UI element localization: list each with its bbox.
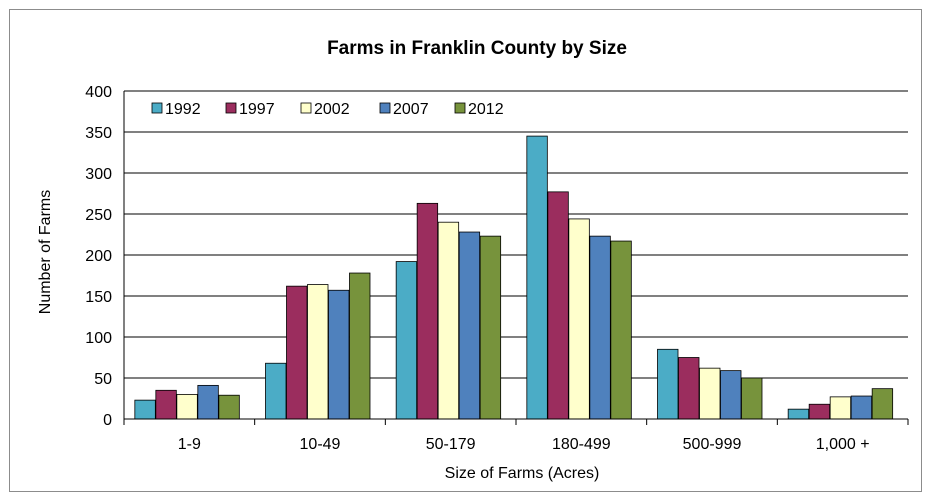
bar-50-179-1997 — [416, 202, 439, 420]
bar-1,000 +-2007 — [850, 395, 873, 420]
bar-1,000 +-1997 — [808, 403, 831, 420]
chart-frame: Farms in Franklin County by Size Number … — [9, 9, 922, 492]
bar-1,000 +-1992 — [787, 408, 810, 420]
x-tick-labels: 1-9 10-49 50-179 180-499 500-999 1,000 + — [178, 436, 870, 453]
bar-500-999-2002 — [699, 367, 721, 420]
bar-500-999-1992 — [657, 348, 679, 420]
bar-180-499-2012 — [610, 240, 632, 420]
y-tick-label: 150 — [85, 289, 112, 306]
legend-label-2002: 2002 — [314, 101, 350, 118]
gridlines — [124, 90, 908, 379]
legend-swatch-1997 — [225, 102, 237, 114]
bar-50-179-2007 — [458, 231, 481, 420]
bar-500-999-2007 — [720, 370, 742, 420]
bar-10-49-2002 — [307, 284, 329, 420]
axes — [123, 91, 909, 425]
bar-500-999-1997 — [678, 357, 700, 420]
legend-label-1997: 1997 — [239, 101, 275, 118]
x-tick-label: 10-49 — [300, 436, 341, 453]
bar-50-179-1992 — [395, 261, 418, 420]
legend-swatch-2007 — [379, 102, 391, 114]
x-tick-label: 500-999 — [683, 436, 742, 453]
y-axis-label: Number of Farms — [37, 190, 54, 314]
bar-1-9-1992 — [134, 399, 156, 420]
bar-1,000 +-2002 — [829, 396, 852, 420]
bar-1-9-1997 — [155, 389, 177, 420]
y-tick-label: 200 — [85, 248, 112, 265]
bar-10-49-1992 — [265, 362, 287, 420]
bar-180-499-2002 — [568, 218, 590, 420]
y-tick-labels: 0 50 100 150 200 250 300 350 400 — [85, 84, 112, 429]
bar-1-9-2007 — [197, 384, 219, 420]
y-tick-label: 250 — [85, 207, 112, 224]
legend-swatch-2012 — [454, 102, 466, 114]
y-tick-label: 50 — [94, 371, 112, 388]
y-tick-label: 400 — [85, 84, 112, 101]
bar-1-9-2012 — [218, 394, 240, 420]
legend-label-2007: 2007 — [393, 101, 429, 118]
x-axis-label: Size of Farms (Acres) — [445, 465, 600, 482]
bar-180-499-2007 — [589, 235, 611, 420]
legend-label-2012: 2012 — [468, 101, 504, 118]
bar-180-499-1992 — [526, 135, 548, 420]
legend-label-1992: 1992 — [165, 101, 201, 118]
bars — [134, 135, 894, 420]
chart-title: Farms in Franklin County by Size — [327, 38, 627, 59]
bar-500-999-2012 — [741, 377, 763, 420]
bar-10-49-1997 — [286, 285, 308, 420]
bar-180-499-1997 — [547, 191, 569, 420]
y-tick-label: 100 — [85, 330, 112, 347]
bar-1,000 +-2012 — [871, 388, 894, 420]
x-tick-label: 1,000 + — [816, 436, 870, 453]
y-tick-label: 0 — [103, 412, 112, 429]
legend-swatch-2002 — [300, 102, 312, 114]
bar-chart: Farms in Franklin County by Size Number … — [37, 38, 909, 482]
bar-50-179-2012 — [479, 235, 502, 420]
bar-1-9-2002 — [176, 393, 198, 420]
y-tick-label: 350 — [85, 125, 112, 142]
legend: 1992 1997 2002 2007 2012 — [151, 101, 504, 118]
bar-10-49-2012 — [349, 272, 371, 420]
bar-50-179-2002 — [437, 221, 460, 420]
x-tick-label: 50-179 — [426, 436, 476, 453]
x-tick-label: 180-499 — [552, 436, 611, 453]
legend-swatch-1992 — [151, 102, 163, 114]
bar-10-49-2007 — [328, 289, 350, 420]
y-tick-label: 300 — [85, 166, 112, 183]
x-tick-label: 1-9 — [178, 436, 201, 453]
